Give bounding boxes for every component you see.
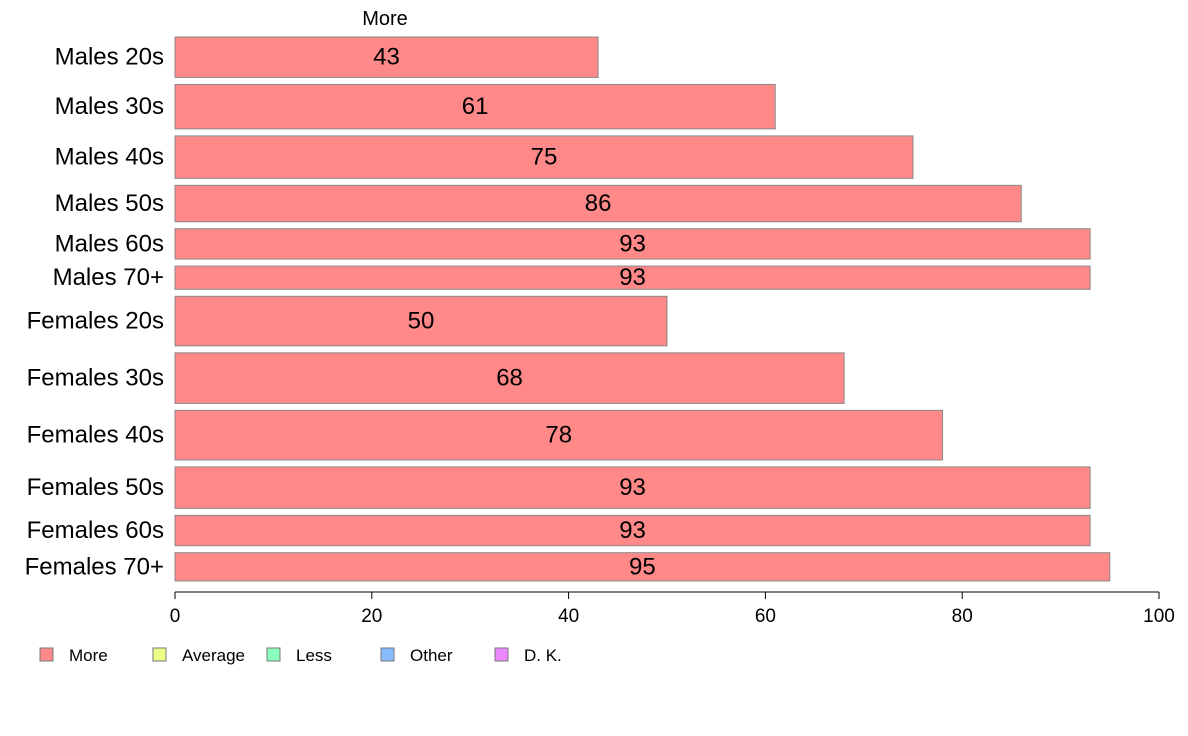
data-label: 68	[496, 365, 523, 392]
category-label: Females 20s	[27, 308, 164, 335]
bar	[174, 295, 668, 347]
data-label: 61	[462, 93, 489, 120]
category-label: Males 30s	[55, 93, 164, 120]
bar	[174, 514, 1091, 547]
data-label: 93	[619, 517, 646, 544]
legend-label: Less	[296, 646, 332, 665]
bar	[174, 265, 1091, 290]
legend-swatch	[380, 647, 395, 662]
category-label: Males 20s	[55, 44, 164, 71]
data-label: 75	[531, 144, 558, 171]
data-label: 93	[619, 264, 646, 291]
legend-swatch	[39, 647, 54, 662]
legend-label: D. K.	[524, 646, 562, 665]
data-label: 86	[585, 190, 612, 217]
category-label: Males 40s	[55, 144, 164, 171]
legend-swatch	[266, 647, 281, 662]
bar	[174, 409, 944, 461]
legend-swatch	[152, 647, 167, 662]
value-labels-group: 43 61 75 86 93 93 50 68 78 93 93 95	[373, 44, 656, 581]
category-label: Males 70+	[53, 264, 164, 291]
category-label: Females 40s	[27, 422, 164, 449]
x-tick-label: 80	[952, 606, 973, 627]
category-label: Females 30s	[27, 365, 164, 392]
data-label: 78	[545, 422, 572, 449]
category-labels-group: Males 20s Males 30s Males 40s Males 50s Male…	[25, 44, 164, 581]
x-tick-label: 40	[558, 606, 579, 627]
x-tick-label: 20	[361, 606, 382, 627]
category-label: Females 50s	[27, 474, 164, 501]
x-tick-label: 0	[170, 606, 181, 627]
data-label: 50	[408, 308, 435, 335]
bars-group	[174, 36, 1111, 582]
data-label: 93	[619, 474, 646, 501]
bar	[174, 552, 1111, 582]
legend-label: More	[69, 646, 108, 665]
data-label: 93	[619, 230, 646, 257]
x-axis: 0 20 40 60 80 100	[170, 591, 1175, 627]
legend: More Average Less Other D. K.	[39, 646, 562, 665]
category-label: Females 60s	[27, 517, 164, 544]
bar	[174, 135, 914, 179]
bar	[174, 228, 1091, 260]
category-label: Females 70+	[25, 553, 164, 580]
data-label: 43	[373, 44, 400, 71]
x-tick-label: 60	[755, 606, 776, 627]
bar	[174, 466, 1091, 509]
category-label: Males 60s	[55, 230, 164, 257]
bar	[174, 352, 845, 404]
legend-label: Average	[182, 646, 245, 665]
bar	[174, 184, 1022, 223]
series-top-label: More	[362, 8, 408, 30]
category-label: Males 50s	[55, 190, 164, 217]
x-tick-label: 100	[1143, 606, 1175, 627]
legend-label: Other	[410, 646, 453, 665]
bar	[174, 36, 599, 78]
bar	[174, 83, 776, 130]
data-label: 95	[629, 553, 656, 580]
legend-swatch	[494, 647, 509, 662]
